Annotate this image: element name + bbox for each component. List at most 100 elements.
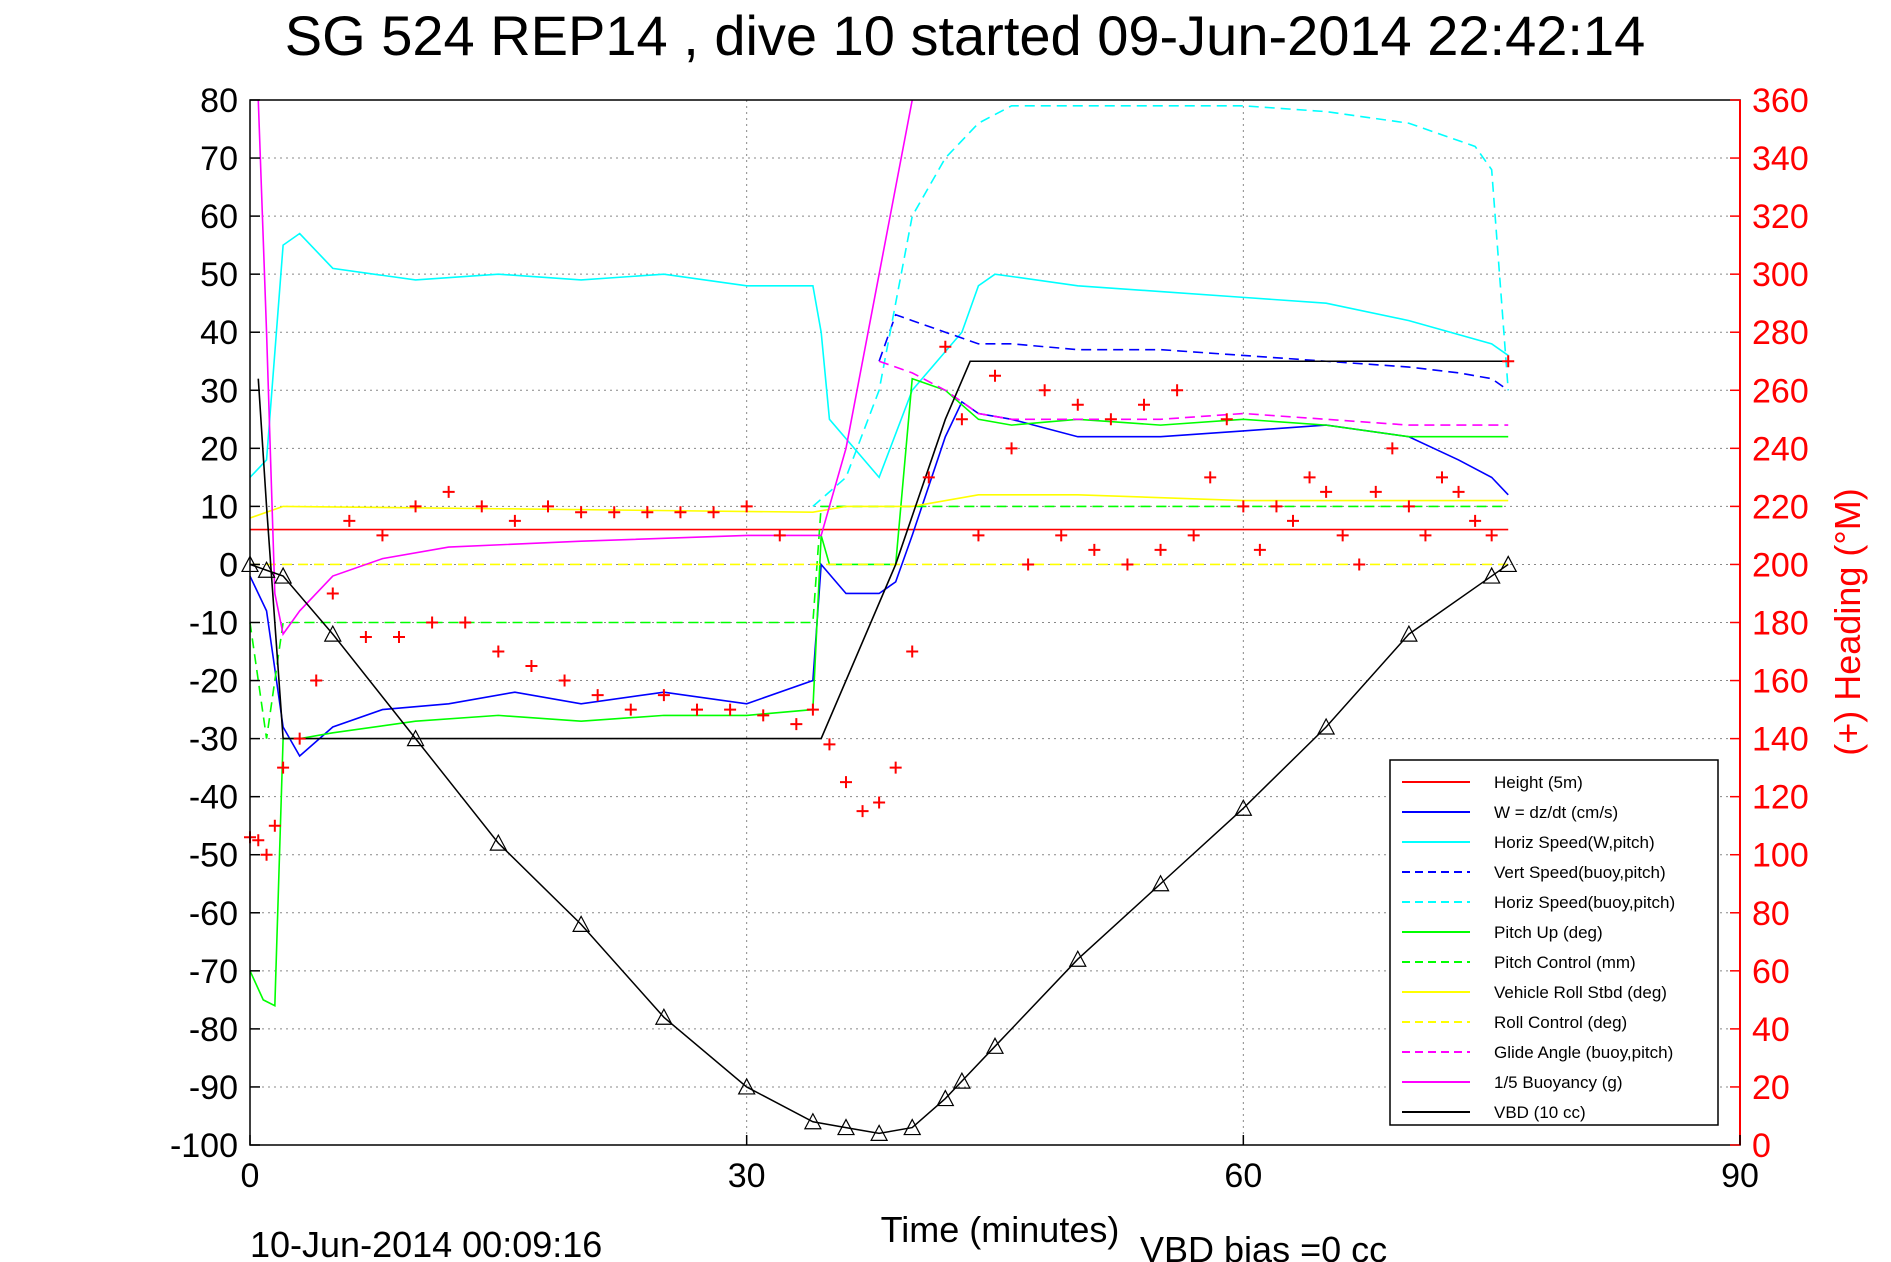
series-layer: [249, 99, 1510, 1135]
series-buoyancy: [257, 99, 914, 637]
heading-point: [1386, 442, 1399, 455]
legend-label-buoyancy: 1/5 Buoyancy (g): [1494, 1073, 1623, 1092]
heading-point: [922, 471, 935, 484]
heading-point: [1237, 500, 1250, 513]
heading-point: [1154, 543, 1167, 556]
series-pitch: [249, 377, 1509, 1007]
depth-marker: [1482, 566, 1501, 584]
depth-marker: [870, 1124, 889, 1141]
left-tick-label: 60: [200, 198, 238, 236]
heading-point: [475, 500, 488, 513]
legend-label-height: Height (5m): [1494, 773, 1583, 792]
heading-point: [252, 834, 265, 847]
heading-point: [939, 340, 952, 353]
left-tick-label: -90: [189, 1069, 238, 1107]
heading-point: [889, 761, 902, 774]
series-glide: [878, 360, 1509, 426]
heading-point: [972, 529, 985, 542]
heading-point: [591, 689, 604, 702]
series-depth: [249, 563, 1509, 1135]
heading-point: [575, 506, 588, 519]
legend-label-pitch_ctrl: Pitch Control (mm): [1494, 953, 1636, 972]
x-axis-label: Time (minutes): [881, 1209, 1120, 1250]
heading-point: [840, 776, 852, 789]
x-tick-label: 30: [728, 1157, 766, 1195]
left-tick-label: 80: [200, 82, 238, 120]
heading-point: [1138, 398, 1150, 411]
heading-point: [1402, 500, 1415, 513]
depth-marker: [737, 1077, 756, 1095]
heading-point: [1055, 529, 1068, 542]
heading-point: [856, 805, 869, 818]
heading-point: [757, 709, 770, 722]
depth-marker: [903, 1118, 922, 1136]
chart-title: SG 524 REP14 , dive 10 started 09-Jun-20…: [285, 4, 1645, 67]
left-tick-label: -40: [189, 779, 238, 817]
heading-point: [1320, 485, 1333, 498]
heading-point: [1469, 514, 1482, 527]
right-tick-label: 200: [1752, 546, 1809, 584]
heading-point: [989, 369, 1001, 382]
depth-marker: [489, 833, 508, 851]
right-tick-label: 0: [1752, 1127, 1771, 1165]
left-tick-label: 50: [200, 256, 238, 294]
right-axis-label: (+) Heading (°M): [1827, 488, 1868, 755]
heading-point: [773, 529, 786, 542]
heading-point: [608, 506, 621, 519]
left-tick-label: 10: [200, 488, 238, 526]
left-tick-label: -80: [189, 1011, 238, 1049]
heading-point: [1187, 529, 1200, 542]
right-tick-label: 260: [1752, 372, 1809, 410]
depth-marker: [323, 624, 342, 642]
left-tick-label: 20: [200, 430, 238, 468]
heading-point: [1353, 558, 1366, 571]
heading-point: [525, 660, 538, 673]
left-tick-label: -50: [189, 837, 238, 875]
right-tick-label: 100: [1752, 837, 1809, 875]
heading-point: [1104, 413, 1117, 426]
heading-point: [1171, 384, 1184, 397]
left-tick-label: 40: [200, 314, 238, 352]
right-tick-label: 300: [1752, 256, 1809, 294]
legend: Height (5m) W = dz/dt (cm/s) Horiz Speed(W…: [1389, 759, 1719, 1126]
depth-marker: [952, 1071, 971, 1089]
right-tick-label: 120: [1752, 779, 1809, 817]
series-vert_buoy: [878, 313, 1509, 391]
legend-label-horiz: Horiz Speed(W,pitch): [1494, 833, 1655, 852]
left-tick-label: 0: [219, 546, 238, 584]
series-w: [249, 400, 1509, 758]
depth-marker: [1499, 555, 1518, 573]
heading-point: [1088, 543, 1101, 556]
heading-point: [657, 689, 670, 702]
heading-point: [1038, 384, 1051, 397]
legend-label-roll: Vehicle Roll Stbd (deg): [1494, 983, 1667, 1002]
legend-label-vbd: VBD (10 cc): [1494, 1103, 1586, 1122]
x-axis: 0 30 60 90: [241, 1135, 1759, 1195]
right-tick-label: 240: [1752, 430, 1809, 468]
depth-marker: [257, 560, 276, 578]
series-pitch_ctrl: [249, 505, 1509, 739]
heading-point: [1022, 558, 1035, 571]
depth-marker: [1399, 624, 1418, 642]
heading-point: [459, 616, 472, 629]
heading-point: [1121, 558, 1134, 571]
heading-point: [790, 718, 803, 731]
left-tick-label: 30: [200, 372, 238, 410]
heading-point: [409, 500, 422, 513]
heading-point: [508, 514, 521, 527]
left-tick-label: -30: [189, 721, 238, 759]
depth-marker: [986, 1037, 1004, 1054]
depth-marker: [837, 1118, 855, 1136]
heading-points: [244, 340, 1515, 861]
heading-point: [1071, 398, 1084, 411]
depth-marker: [1068, 949, 1087, 967]
right-tick-label: 80: [1752, 895, 1790, 933]
heading-point: [1287, 514, 1299, 527]
heading-point: [955, 413, 968, 426]
heading-point: [376, 529, 389, 542]
legend-label-w: W = dz/dt (cm/s): [1494, 803, 1618, 822]
heading-point: [393, 631, 405, 644]
left-axis: 80 70 60 50 40 30 20 10 0 -10 -20 -30 -40 -50 -60 -70 -8…: [170, 82, 260, 1165]
heading-point: [873, 796, 886, 809]
heading-point: [1220, 413, 1233, 426]
